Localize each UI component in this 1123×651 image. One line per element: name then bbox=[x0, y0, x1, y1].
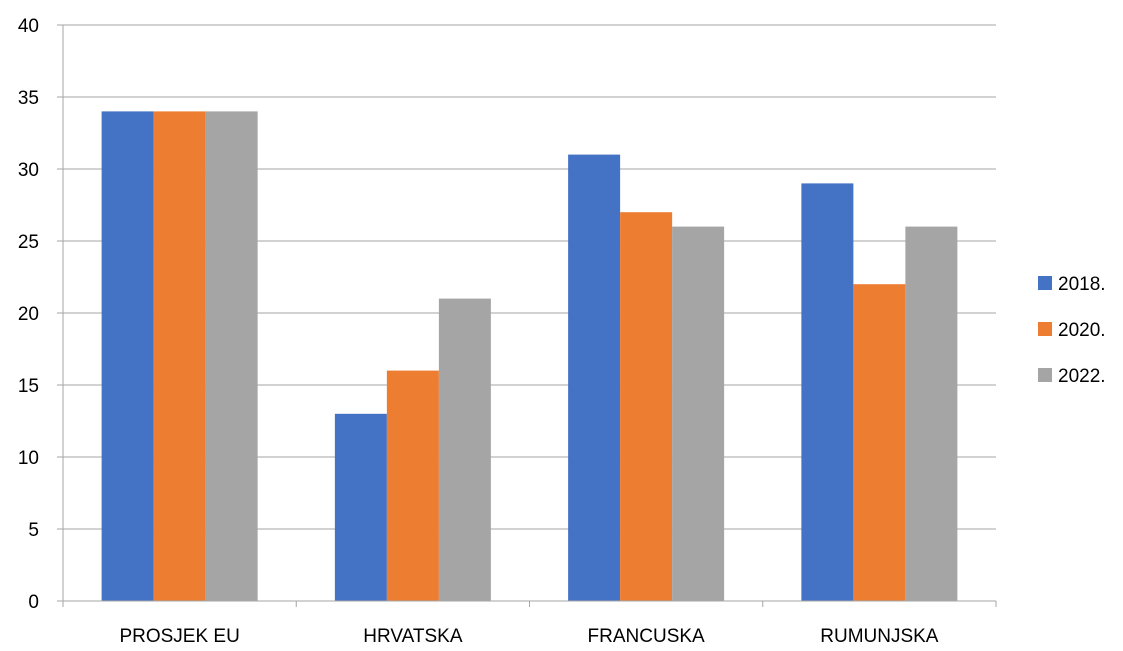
bar bbox=[334, 413, 387, 601]
y-tick-label: 20 bbox=[18, 304, 39, 325]
x-tick-label: PROSJEK EU bbox=[119, 626, 239, 646]
axes: 0 5 10 15 20 25 30 35 40 PROSJEK EU HRVATSKA FRANCU… bbox=[18, 16, 997, 647]
legend-swatch bbox=[1038, 322, 1052, 336]
legend-swatch bbox=[1038, 276, 1052, 290]
bar bbox=[853, 284, 906, 601]
bar bbox=[386, 370, 439, 601]
y-tick-label: 5 bbox=[28, 520, 39, 541]
y-tick-label: 0 bbox=[28, 592, 39, 613]
y-tick-label: 15 bbox=[18, 376, 39, 397]
y-tick-label: 30 bbox=[18, 160, 39, 181]
y-tick-label: 10 bbox=[18, 448, 39, 469]
bar bbox=[438, 298, 491, 601]
legend-label: 2018. bbox=[1058, 274, 1106, 295]
y-tick-label: 25 bbox=[18, 232, 39, 253]
y-tick-label: 35 bbox=[18, 88, 39, 109]
bars bbox=[101, 111, 958, 602]
bar bbox=[205, 111, 258, 602]
legend-swatch bbox=[1038, 368, 1052, 382]
bar bbox=[101, 111, 154, 602]
bar bbox=[905, 226, 958, 601]
bar bbox=[568, 154, 621, 601]
bar bbox=[620, 212, 673, 601]
x-tick-label: FRANCUSKA bbox=[588, 626, 706, 646]
y-tick-label: 40 bbox=[18, 16, 39, 37]
legend-label: 2022. bbox=[1058, 366, 1106, 387]
legend-label: 2020. bbox=[1058, 320, 1106, 341]
bar bbox=[672, 226, 725, 601]
x-tick-label: RUMUNJSKA bbox=[820, 626, 939, 646]
bar bbox=[153, 111, 206, 602]
bar bbox=[801, 183, 854, 601]
x-tick-label: HRVATSKA bbox=[363, 626, 463, 646]
legend: 2018. 2020. 2022. bbox=[1038, 274, 1106, 387]
